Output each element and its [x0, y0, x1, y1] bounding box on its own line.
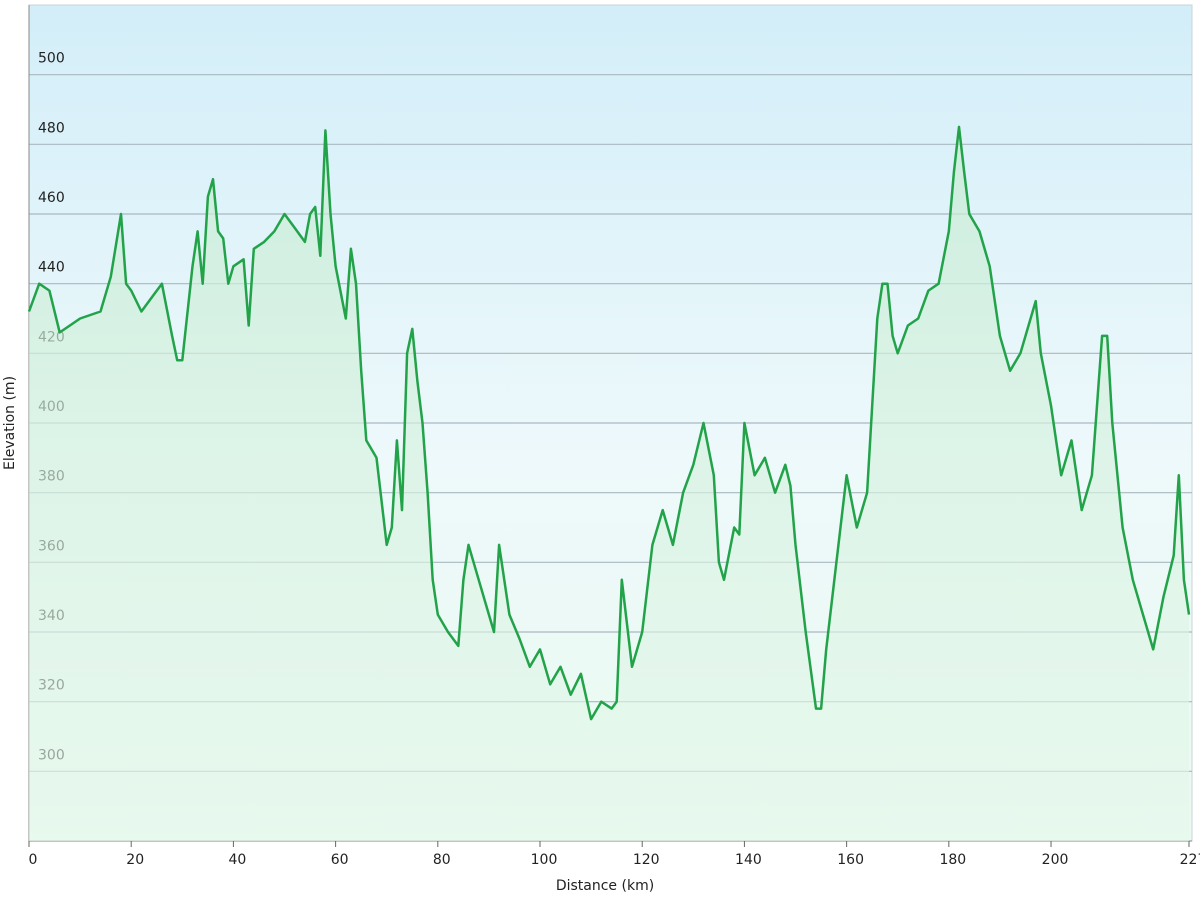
x-tick-label: 160	[837, 852, 864, 868]
x-axis-label: Distance (km)	[556, 878, 654, 894]
y-tick-label: 480	[38, 120, 65, 136]
x-tick-label: 100	[531, 852, 558, 868]
x-tick-label: 140	[735, 852, 762, 868]
x-tick-label: 60	[331, 852, 349, 868]
y-tick-label: 500	[38, 51, 65, 67]
area-fill	[29, 126, 1189, 841]
x-tick-label: 0	[29, 852, 38, 868]
y-axis-label: Elevation (m)	[2, 376, 18, 470]
x-tick-label: 227	[1180, 852, 1200, 868]
x-tick-label: 20	[126, 852, 144, 868]
y-tick-label: 440	[38, 260, 65, 276]
x-tick-label: 120	[633, 852, 660, 868]
x-tick-label: 180	[939, 852, 966, 868]
elevation-line	[27, 125, 1191, 721]
y-tick-label: 460	[38, 190, 65, 206]
x-tick-label: 80	[433, 852, 451, 868]
x-tick-label: 200	[1042, 852, 1069, 868]
x-tick-label: 40	[228, 852, 246, 868]
